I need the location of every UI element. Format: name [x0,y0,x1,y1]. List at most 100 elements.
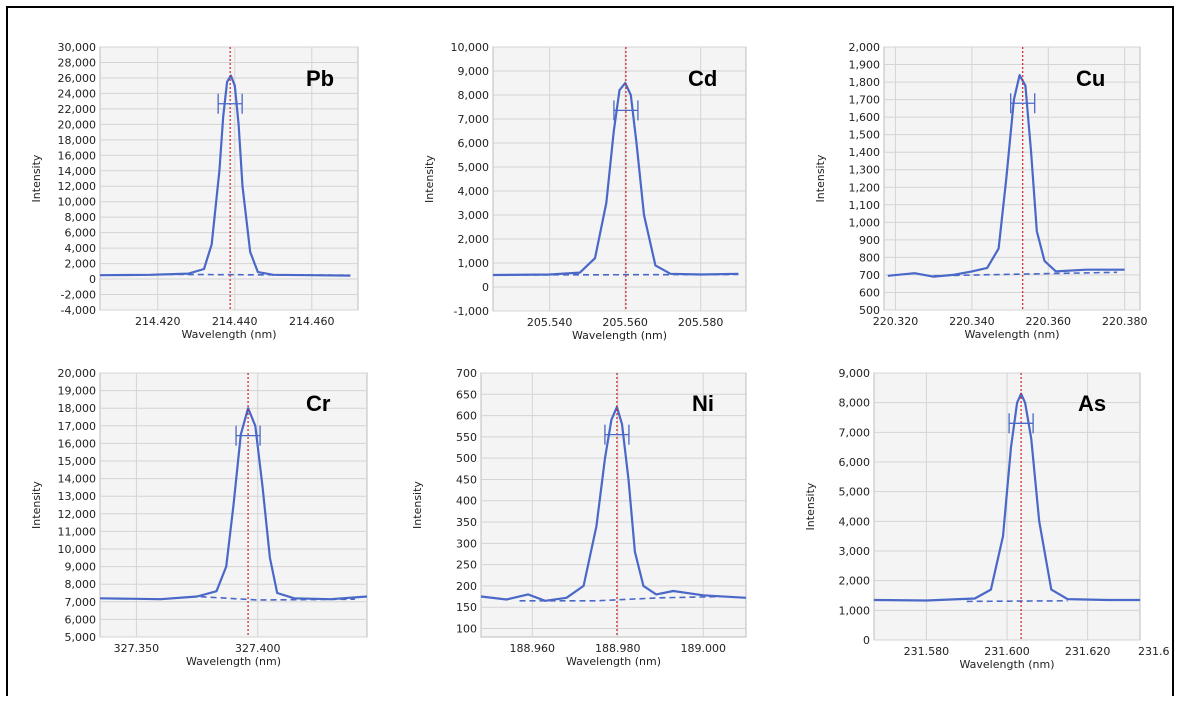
chart-title: Cu [1076,66,1105,91]
y-tick-label: 20,000 [58,367,97,380]
y-tick-label: 30,000 [58,41,97,54]
y-tick-label: 13,000 [58,490,97,503]
x-tick-label: 205.580 [678,316,724,329]
y-tick-label: 600 [859,286,880,299]
y-tick-label: 600 [456,410,477,423]
y-tick-label: 6,000 [458,137,490,150]
chart-cr: 5,000 6,000 7,000 8,000 9,000 10,000 11,000 12,… [30,367,368,668]
y-tick-label: 1,900 [849,59,881,72]
y-tick-label: 26,000 [58,72,97,85]
y-tick-label: 4,000 [458,185,490,198]
y-tick-label: -1,000 [454,305,489,318]
y-tick-label: 19,000 [58,385,97,398]
y-tick-label: 350 [456,516,477,529]
y-tick-label: 3,000 [458,209,490,222]
y-tick-label: 500 [859,304,880,317]
y-tick-label: 400 [456,495,477,508]
y-tick-label: 5,000 [839,486,871,499]
y-tick-label: 2,000 [458,233,490,246]
x-tick-label: 231.620 [1065,645,1111,658]
x-axis-label: Wavelength (nm) [572,329,667,342]
y-tick-label: 700 [859,269,880,282]
x-tick-label: 220.320 [873,315,919,328]
x-tick-label: 220.380 [1102,315,1148,328]
y-tick-label: -4,000 [61,304,96,317]
y-tick-label: 12,000 [58,508,97,521]
y-tick-label: 1,200 [849,181,881,194]
y-tick-label: 0 [482,281,489,294]
background-series [966,600,1068,603]
y-tick-label: 7,000 [839,426,871,439]
x-axis-label: Wavelength (nm) [181,328,276,341]
y-tick-label: 6,000 [65,613,97,626]
y-tick-label: 17,000 [58,420,97,433]
chart-ni: 100 150 200 250 300 350 400 450 500 550 600 650 700 1… [411,367,747,668]
y-tick-label: 650 [456,388,477,401]
y-tick-label: 16,000 [58,149,97,162]
y-tick-label: 1,000 [839,604,871,617]
y-tick-label: 0 [863,634,870,647]
y-tick-label: 10,000 [58,196,97,209]
y-tick-label: 700 [456,367,477,380]
y-tick-label: 0 [89,273,96,286]
x-axis-label: Wavelength (nm) [186,655,281,668]
y-tick-label: -2,000 [61,289,96,302]
y-tick-label: 7,000 [458,113,490,126]
chart-title: As [1078,391,1106,416]
x-tick-label: 214.420 [135,315,181,328]
y-tick-label: 5,000 [65,631,97,644]
background-series [160,595,355,601]
y-tick-label: 550 [456,431,477,444]
y-tick-label: 200 [456,580,477,593]
y-tick-label: 1,000 [458,257,490,270]
x-tick-label: 327.350 [114,642,160,655]
y-tick-label: 1,700 [849,94,881,107]
x-tick-label: 220.360 [1026,315,1072,328]
y-tick-label: 12,000 [58,180,97,193]
y-tick-label: 18,000 [58,134,97,147]
x-tick-label: 220.340 [949,315,995,328]
y-tick-label: 3,000 [839,545,871,558]
chart-cd: -1,000 0 1,000 2,000 3,000 4,000 5,000 6,000 7,0… [423,41,747,342]
y-tick-label: 8,000 [839,397,871,410]
y-tick-label: 8,000 [458,89,490,102]
y-tick-label: 28,000 [58,56,97,69]
x-tick-label: 214.440 [212,315,258,328]
y-tick-label: 9,000 [839,367,871,380]
y-tick-label: 2,000 [65,258,97,271]
y-tick-label: 1,100 [849,199,881,212]
spectrum-series [492,81,739,277]
x-tick-label: 205.540 [527,316,573,329]
chart-pb: -4,000 -2,000 0 2,000 4,000 6,000 8,000 10,000 1… [30,41,359,341]
y-tick-label: 14,000 [58,165,97,178]
y-tick-label: 1,800 [849,76,881,89]
y-tick-label: 5,000 [458,161,490,174]
x-tick-label: 327.400 [235,642,281,655]
y-tick-label: 4,000 [65,242,97,255]
y-tick-label: 14,000 [58,473,97,486]
spectrum-series [480,406,747,602]
y-tick-label: 8,000 [65,211,97,224]
y-tick-label: 18,000 [58,402,97,415]
x-tick-label: 231.580 [904,645,950,658]
y-axis-label: Intensity [804,482,817,530]
y-tick-label: 1,600 [849,111,881,124]
y-tick-label: 24,000 [58,87,97,100]
figure-frame [6,6,1174,696]
y-tick-label: 250 [456,559,477,572]
y-tick-label: 1,000 [849,216,881,229]
y-tick-label: 300 [456,537,477,550]
chart-title: Ni [692,391,714,416]
y-tick-label: 1,400 [849,146,881,159]
y-tick-label: 2,000 [849,41,881,54]
y-tick-label: 10,000 [451,41,490,54]
y-tick-label: 11,000 [58,525,97,538]
y-axis-label: Intensity [30,154,43,202]
y-tick-label: 1,500 [849,129,881,142]
y-tick-label: 450 [456,473,477,486]
x-tick-label: 231.600 [984,645,1030,658]
y-tick-label: 900 [859,234,880,247]
y-axis-label: Intensity [423,155,436,203]
y-tick-label: 16,000 [58,437,97,450]
